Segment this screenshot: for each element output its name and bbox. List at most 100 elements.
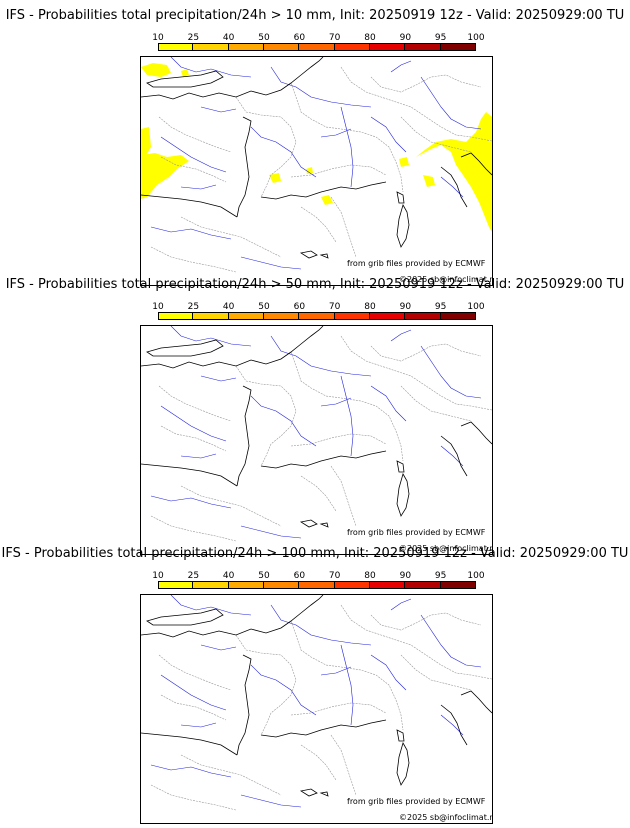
border-line bbox=[290, 351, 404, 462]
colorbar-tick-label: 60 bbox=[293, 33, 306, 43]
coast-line bbox=[319, 791, 329, 797]
river-line bbox=[150, 495, 232, 509]
source-credit: from grib files provided by ECMWF bbox=[347, 259, 486, 268]
admin-borders bbox=[150, 604, 492, 811]
coast-line bbox=[299, 788, 318, 797]
colorbar-segment bbox=[193, 312, 229, 320]
panel-title: IFS - Probabilities total precipitation/… bbox=[1, 546, 629, 561]
river-line bbox=[340, 106, 354, 188]
colorbar: 10 25 40 50 60 70 80 90 95 100 bbox=[152, 302, 485, 324]
border-line bbox=[160, 156, 227, 183]
colorbar-segment bbox=[228, 43, 264, 51]
colorbar-tick-label: 100 bbox=[467, 302, 485, 312]
border-line bbox=[158, 654, 232, 691]
colorbar-tick-label: 80 bbox=[364, 571, 376, 581]
coast-line bbox=[299, 250, 318, 259]
river-line bbox=[240, 256, 302, 270]
colorbar-segment bbox=[370, 581, 406, 589]
border-line bbox=[158, 116, 232, 153]
border-line bbox=[290, 164, 387, 178]
coast-line bbox=[440, 704, 468, 746]
colorbar-tick-label: 25 bbox=[187, 33, 200, 43]
river-line bbox=[370, 116, 407, 153]
colorbar-tick-label: 95 bbox=[434, 302, 447, 312]
border-line bbox=[400, 654, 472, 691]
colorbar-segment bbox=[193, 581, 229, 589]
river-line bbox=[420, 345, 482, 399]
river-line bbox=[160, 674, 227, 711]
river-line bbox=[270, 604, 372, 646]
border-line bbox=[300, 475, 337, 512]
coast-line bbox=[236, 654, 252, 756]
river-line bbox=[150, 226, 232, 240]
coast-line bbox=[460, 421, 492, 445]
colorbar-segment bbox=[264, 312, 300, 320]
border-line bbox=[150, 515, 237, 542]
copyright-credit: ©2025 sb@infoclimat.net bbox=[399, 544, 493, 553]
map-frame: from grib files provided by ECMWF ©2025 s… bbox=[140, 325, 493, 555]
river-line bbox=[420, 76, 482, 130]
copyright-credit: ©2025 sb@infoclimat.net bbox=[399, 275, 493, 284]
border-line bbox=[330, 734, 357, 796]
river-line bbox=[180, 722, 217, 728]
colorbar-segment bbox=[264, 581, 300, 589]
precip-area-shape bbox=[141, 153, 189, 199]
colorbar-tick-label: 10 bbox=[152, 571, 164, 581]
coast-line bbox=[460, 152, 492, 176]
colorbar-segment bbox=[299, 312, 335, 320]
river-line bbox=[270, 335, 372, 377]
precip-area-shape bbox=[269, 173, 281, 183]
coast-line bbox=[236, 116, 252, 218]
colorbar-tick-label: 95 bbox=[434, 571, 447, 581]
precip-area-shape bbox=[416, 112, 492, 232]
colorbar-tick-label: 60 bbox=[293, 302, 306, 312]
colorbar-tick-label: 25 bbox=[187, 302, 200, 312]
border-line bbox=[370, 74, 482, 93]
coast-line bbox=[396, 741, 410, 786]
border-line bbox=[400, 385, 472, 422]
colorbar-tick-label: 70 bbox=[328, 33, 341, 43]
border-line bbox=[290, 82, 404, 193]
map-panel: IFS - Probabilities total precipitation/… bbox=[0, 277, 630, 555]
river-line bbox=[250, 395, 317, 447]
precip-area-shape bbox=[141, 127, 151, 157]
coast-line bbox=[396, 472, 410, 517]
coast-line bbox=[299, 519, 318, 528]
map-frame: from grib files provided by ECMWF ©2025 s… bbox=[140, 56, 493, 286]
colorbar-segment bbox=[299, 43, 335, 51]
coast-line bbox=[396, 460, 405, 473]
border-line bbox=[150, 246, 237, 273]
river-line bbox=[180, 184, 217, 190]
colorbar-tick-label: 60 bbox=[293, 571, 306, 581]
coast-line bbox=[141, 326, 324, 369]
coastline bbox=[141, 326, 492, 528]
river-line bbox=[200, 644, 237, 651]
colorbar-segment bbox=[334, 581, 370, 589]
coast-line bbox=[260, 181, 387, 200]
precip-area-shape bbox=[181, 69, 189, 77]
coast-line bbox=[260, 719, 387, 738]
basemap bbox=[141, 57, 492, 273]
coast-line bbox=[141, 57, 324, 100]
coast-line bbox=[146, 339, 224, 357]
panel-title: IFS - Probabilities total precipitation/… bbox=[5, 277, 625, 292]
colorbar-tick-label: 95 bbox=[434, 33, 447, 43]
border-line bbox=[370, 612, 482, 631]
river-line bbox=[170, 326, 252, 347]
coast-line bbox=[396, 729, 405, 742]
precip-area-shape bbox=[306, 167, 313, 174]
colorbar-tick-label: 40 bbox=[222, 302, 235, 312]
map-panel: IFS - Probabilities total precipitation/… bbox=[0, 546, 630, 824]
border-line bbox=[235, 634, 297, 736]
river-line bbox=[370, 654, 407, 691]
coast-line bbox=[146, 608, 224, 626]
colorbar-tick-label: 100 bbox=[467, 571, 485, 581]
river-line bbox=[200, 375, 237, 382]
border-line bbox=[400, 116, 472, 153]
river-line bbox=[270, 66, 372, 108]
border-line bbox=[235, 365, 297, 467]
panel-title: IFS - Probabilities total precipitation/… bbox=[5, 8, 625, 23]
colorbar-frame bbox=[158, 312, 476, 320]
colorbar-frame bbox=[158, 43, 476, 51]
river-line bbox=[240, 525, 302, 539]
